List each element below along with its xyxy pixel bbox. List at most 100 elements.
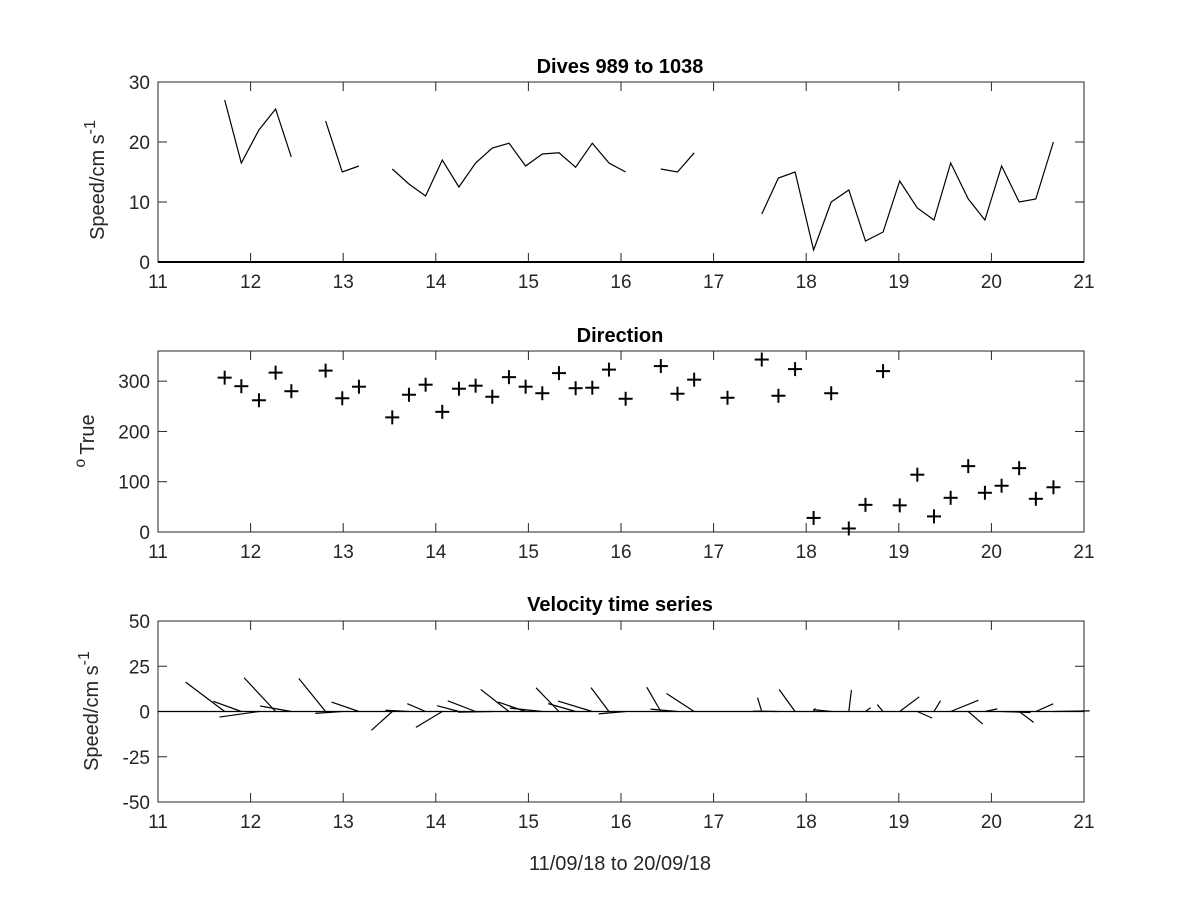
velocity-stick — [547, 703, 576, 713]
direction-y-tick-label: 0 — [139, 523, 150, 544]
direction-x-tick-label: 18 — [796, 542, 817, 563]
velocity-x-tick-label: 14 — [425, 812, 447, 833]
direction-plus-marker — [926, 509, 941, 524]
velocity-stick — [933, 700, 942, 712]
velocity-stick — [457, 710, 493, 713]
direction-y-axis-label-text: True — [77, 414, 99, 454]
direction-plus-marker — [501, 370, 516, 385]
direction-plus-marker — [601, 362, 616, 377]
speed-x-tick-label: 11 — [148, 272, 168, 293]
velocity-stick — [778, 689, 796, 712]
direction-x-tick-label: 19 — [888, 542, 909, 563]
speed-y-tick-label: 30 — [129, 73, 150, 94]
velocity-stick — [984, 708, 998, 713]
direction-plus-marker — [788, 362, 803, 377]
direction-plus-marker — [468, 378, 483, 393]
direction-plus-marker — [418, 377, 433, 392]
direction-plus-marker — [653, 359, 668, 374]
velocity-plot-area: 11 12 13 14 15 16 17 18 19 20 21 -50 -25 0 25 50 — [123, 612, 1095, 833]
direction-y-axis-label-degree: o — [72, 459, 89, 468]
velocity-stick — [371, 711, 393, 731]
direction-plus-marker — [568, 381, 583, 396]
direction-plus-marker — [451, 381, 466, 396]
velocity-stick — [331, 701, 360, 713]
direction-plus-marker — [401, 387, 416, 402]
direction-axes-box — [157, 350, 1085, 533]
direction-plus-marker — [994, 478, 1009, 493]
speed-y-axis-label: Speed/cm s-1 — [82, 120, 109, 240]
direction-plus-marker — [943, 490, 958, 505]
velocity-stick — [480, 688, 510, 712]
velocity-stick — [598, 710, 626, 715]
direction-plus-marker — [720, 390, 735, 405]
direction-plus-marker — [961, 459, 976, 474]
velocity-stick — [385, 709, 409, 713]
velocity-x-tick-label: 18 — [796, 812, 817, 833]
speed-y-axis-label-exponent: -1 — [82, 120, 99, 134]
velocity-x-tick-label: 21 — [1073, 812, 1094, 833]
velocity-y-tick-label: 50 — [129, 612, 150, 633]
direction-plus-marker — [910, 467, 925, 482]
velocity-x-tick-label: 15 — [518, 812, 539, 833]
speed-y-tick-label: 0 — [139, 253, 150, 274]
direction-plus-marker — [351, 379, 366, 394]
velocity-y-tick-label: -50 — [123, 793, 150, 814]
direction-plus-marker — [754, 352, 769, 367]
speed-x-tick-label: 12 — [240, 272, 261, 293]
velocity-stick — [899, 696, 920, 712]
speed-y-tick-label: 10 — [129, 193, 150, 214]
velocity-stick — [260, 705, 292, 713]
direction-plot-area: 11 12 13 14 15 16 17 18 19 20 21 0 100 200 300 — [118, 350, 1095, 563]
direction-plus-marker — [217, 370, 232, 385]
velocity-y-tick-label: -25 — [123, 748, 150, 769]
direction-plus-marker — [687, 372, 702, 387]
direction-x-tick-label: 13 — [333, 542, 354, 563]
direction-plus-marker — [977, 485, 992, 500]
velocity-stick — [509, 707, 543, 713]
direction-y-tick-label: 300 — [118, 372, 150, 393]
velocity-stick — [498, 701, 526, 713]
velocity-stick — [447, 700, 476, 713]
velocity-x-tick-label: 16 — [610, 812, 631, 833]
direction-plus-marker — [771, 388, 786, 403]
direction-plus-marker — [318, 363, 333, 378]
velocity-x-tick-label: 20 — [981, 812, 1002, 833]
speed-axes-box — [157, 81, 1085, 263]
direction-x-tick-label: 20 — [981, 542, 1002, 563]
velocity-stick — [535, 687, 560, 712]
direction-plus-marker — [485, 389, 500, 404]
speed-plot-area: 11 12 13 14 15 16 17 18 19 20 21 0 10 20 30 — [129, 73, 1095, 293]
velocity-x-tick-label: 19 — [888, 812, 909, 833]
speed-series-line — [224, 99, 292, 165]
velocity-stick — [219, 710, 260, 718]
velocity-stick — [650, 708, 678, 713]
velocity-stick — [865, 707, 871, 712]
direction-x-tick-label: 16 — [610, 542, 631, 563]
velocity-y-tick-label: 0 — [139, 703, 150, 724]
direction-y-tick-label: 200 — [118, 422, 150, 443]
direction-plus-marker — [284, 384, 299, 399]
velocity-stick — [185, 681, 226, 712]
speed-x-tick-label: 19 — [888, 272, 909, 293]
direction-plus-marker — [1028, 491, 1043, 506]
direction-x-tick-label: 17 — [703, 542, 724, 563]
velocity-stick — [407, 703, 426, 713]
velocity-stick — [243, 677, 277, 712]
direction-x-tick-label: 11 — [148, 542, 168, 563]
velocity-panel-title: Velocity time series — [527, 594, 713, 616]
speed-series-line — [660, 152, 695, 173]
velocity-stick — [213, 700, 242, 713]
velocity-stick — [1035, 703, 1054, 713]
velocity-y-axis-label-text: Speed/cm s — [81, 665, 103, 771]
speed-x-tick-label: 14 — [425, 272, 447, 293]
speed-x-tick-label: 21 — [1073, 272, 1094, 293]
direction-plus-marker — [234, 379, 249, 394]
direction-plus-marker — [824, 386, 839, 401]
direction-plus-marker — [1012, 461, 1027, 476]
velocity-stick — [590, 687, 610, 712]
direction-panel: Direction 11 12 13 14 15 16 17 18 19 20 21 0 100 200 3… — [72, 325, 1095, 563]
direction-y-tick-label: 100 — [118, 473, 150, 494]
speed-x-tick-label: 13 — [333, 272, 354, 293]
direction-panel-title: Direction — [577, 325, 664, 347]
